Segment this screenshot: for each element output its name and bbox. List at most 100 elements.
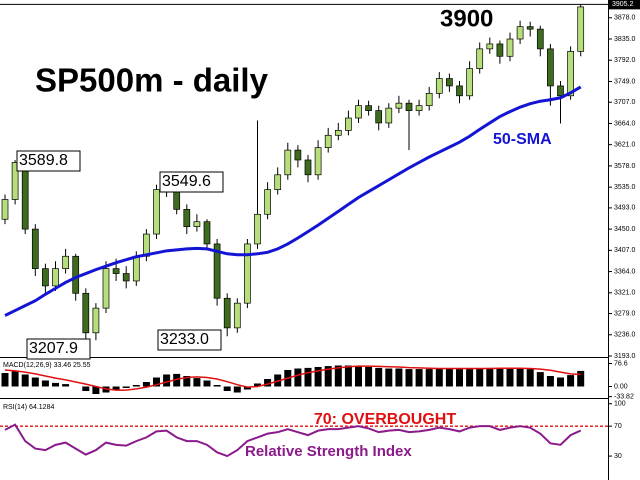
candle-body	[405, 102, 413, 111]
candle-body	[193, 221, 201, 227]
candle-body	[132, 255, 140, 282]
rsi-line	[4, 423, 582, 458]
candle-body	[62, 255, 69, 269]
candle-body	[72, 255, 80, 294]
candle-body	[31, 228, 39, 269]
candle-body	[415, 105, 423, 111]
y-tick-label: 3193.0	[614, 353, 636, 360]
y-tick-label: 3835.0	[614, 36, 636, 43]
y-tick-label: 3578.0	[614, 163, 636, 170]
macd-bar	[486, 367, 494, 387]
y-tick-label: 3236.0	[614, 332, 636, 339]
candle-body	[153, 189, 160, 235]
last-price-label: 3905.2	[612, 1, 634, 8]
label-box	[26, 338, 91, 360]
y-tick-label: 30	[614, 453, 622, 460]
candle-body	[355, 105, 362, 119]
macd-bar	[385, 368, 393, 387]
macd-bar	[11, 371, 19, 387]
macd-bar	[92, 386, 100, 394]
candle-body	[577, 6, 585, 52]
candle-body	[425, 92, 433, 107]
candle-body	[476, 48, 484, 69]
macd-bar	[557, 377, 564, 387]
candle-body	[304, 159, 312, 176]
candle-body	[496, 43, 504, 57]
candle-body	[345, 117, 352, 131]
candle-body	[233, 302, 241, 329]
signal-line	[4, 365, 581, 391]
macd-bar	[41, 380, 49, 387]
macd-bar	[425, 369, 433, 387]
candle-body	[365, 105, 372, 111]
macd-bar	[324, 366, 332, 387]
macd-bar	[223, 386, 231, 391]
sma-line	[4, 85, 582, 317]
candle-body	[516, 26, 524, 40]
macd-bar	[112, 386, 120, 390]
macd-bar	[21, 374, 29, 387]
macd-bar	[516, 368, 524, 387]
candle-body	[203, 221, 211, 245]
macd-bar	[264, 379, 272, 387]
y-tick-label: 3621.0	[614, 142, 636, 149]
candle-body	[254, 213, 261, 245]
y-tick-label: 100	[614, 401, 626, 408]
candle-body	[314, 147, 322, 176]
macd-bar	[62, 384, 70, 387]
macd-bar	[466, 369, 474, 387]
macd-bar	[375, 367, 383, 387]
macd-bar	[233, 386, 241, 393]
macd-bar	[153, 377, 160, 387]
y-tick-label: 3407.0	[614, 247, 636, 254]
macd-bar	[355, 366, 362, 387]
y-tick-label: 3749.0	[614, 78, 636, 85]
macd-bar	[193, 378, 201, 387]
annotation: 3900	[440, 5, 493, 32]
macd-bar	[435, 368, 443, 387]
macd-bar	[314, 367, 322, 387]
y-tick-label: 3279.0	[614, 310, 636, 317]
macd-bar	[243, 386, 251, 390]
candle-body	[486, 43, 494, 50]
candle-body	[264, 189, 271, 215]
macd-bar	[536, 372, 544, 387]
candle-body	[82, 292, 90, 334]
label-box	[159, 171, 224, 193]
candle-body	[223, 297, 231, 329]
macd-bar	[82, 386, 90, 391]
y-tick-label: 3664.0	[614, 120, 636, 127]
macd-bar	[445, 368, 453, 387]
y-tick-label: 0.00	[614, 383, 628, 390]
candle-body	[213, 243, 221, 299]
candle-body	[334, 130, 342, 136]
macd-bar	[254, 383, 261, 387]
y-tick-label: 3792.0	[614, 57, 636, 64]
candle-body	[21, 162, 29, 230]
y-tick-label: 3535.0	[614, 184, 636, 191]
y-tick-label: 3364.0	[614, 268, 636, 275]
price-label: 3207.9	[29, 340, 78, 357]
macd-bar	[546, 376, 554, 387]
macd-bar	[122, 386, 130, 388]
macd-bar	[132, 385, 140, 387]
candle-body	[244, 243, 251, 304]
y-tick-label: 3878.0	[614, 15, 636, 22]
macd-bar	[334, 365, 342, 387]
y-tick-label: -33.82	[614, 393, 634, 400]
macd-bar	[142, 382, 150, 387]
macd-bar	[496, 367, 504, 387]
macd-bar	[304, 367, 312, 387]
candle-body	[567, 51, 574, 97]
candle-body	[274, 174, 282, 190]
candle-body	[446, 78, 453, 87]
chart-title: SP500m - daily	[35, 62, 269, 99]
macd-bar	[415, 369, 423, 387]
macd-bar	[163, 374, 171, 387]
macd-bar	[526, 369, 534, 387]
candle-body	[42, 268, 49, 287]
macd-bar	[203, 380, 211, 387]
price-label: 3549.6	[162, 173, 211, 190]
